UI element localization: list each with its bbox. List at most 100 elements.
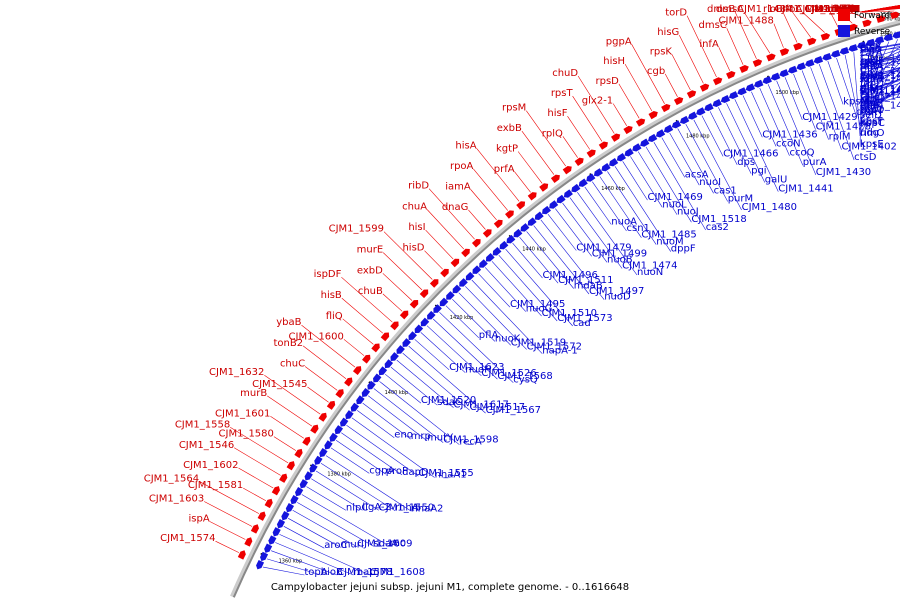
legend-forward-label: Forward bbox=[854, 11, 890, 21]
reverse-leader-line bbox=[301, 494, 390, 547]
scale-tick-label: 1360 kbp bbox=[279, 558, 303, 564]
reverse-leader-line bbox=[540, 219, 605, 300]
reverse-leader-line bbox=[637, 151, 678, 215]
reverse-gene-label: bioB bbox=[321, 567, 343, 578]
forward-gene-label: rpsT bbox=[551, 88, 574, 99]
reverse-gene-arrow bbox=[549, 200, 559, 209]
reverse-gene-label: eno bbox=[394, 430, 413, 441]
forward-gene-arrow bbox=[429, 279, 439, 288]
scale-tick-label: 1440 kbp bbox=[522, 247, 546, 253]
forward-gene-label: flgI bbox=[844, 4, 860, 15]
forward-leader-line bbox=[671, 54, 691, 91]
forward-gene-arrow bbox=[482, 229, 492, 238]
forward-gene-label: CJM1_1580 bbox=[219, 429, 274, 440]
forward-gene-arrow bbox=[699, 83, 710, 92]
reverse-leader-line bbox=[279, 534, 370, 576]
forward-leader-line bbox=[517, 151, 543, 184]
reverse-gene-arrow bbox=[671, 120, 682, 129]
reverse-leader-line bbox=[607, 171, 657, 245]
forward-gene-arrow bbox=[380, 332, 390, 342]
reverse-gene-arrow bbox=[609, 158, 619, 167]
forward-leader-line bbox=[264, 374, 321, 415]
forward-gene-label: ispA bbox=[189, 514, 210, 525]
forward-gene-label: CJM1_1483 bbox=[775, 4, 830, 15]
forward-leader-line bbox=[526, 110, 566, 167]
reverse-leader-line bbox=[630, 156, 663, 208]
forward-gene-label: CJM1_1632 bbox=[209, 367, 264, 378]
reverse-gene-label: CJM1_1449 bbox=[860, 100, 900, 111]
reverse-leader-line bbox=[859, 71, 900, 115]
forward-gene-label: CJM1_1546 bbox=[179, 440, 234, 451]
reverse-leader-line bbox=[859, 68, 900, 87]
forward-gene-label: cgb bbox=[647, 66, 665, 77]
reverse-gene-label: csn1 bbox=[627, 223, 650, 234]
reverse-gene-label: cadF bbox=[860, 56, 884, 67]
forward-leader-line bbox=[198, 481, 260, 514]
forward-gene-label: hisF bbox=[547, 108, 567, 119]
reverse-leader-line bbox=[533, 225, 590, 295]
forward-gene-arrow bbox=[550, 174, 560, 183]
forward-gene-label: CJM1_1413 bbox=[805, 4, 860, 15]
forward-leader-line bbox=[341, 276, 393, 323]
reverse-leader-line bbox=[614, 166, 672, 252]
forward-leader-line bbox=[209, 521, 246, 540]
forward-gene-arrow bbox=[493, 219, 503, 229]
forward-leader-line bbox=[424, 250, 443, 270]
forward-leader-line bbox=[577, 75, 615, 134]
legend-forward-swatch bbox=[838, 9, 850, 21]
forward-gene-arrow bbox=[440, 268, 449, 278]
reverse-gene-arrow bbox=[465, 271, 475, 281]
reverse-leader-line bbox=[818, 63, 855, 161]
forward-leader-line bbox=[618, 83, 640, 119]
reverse-gene-arrow bbox=[556, 194, 566, 204]
reverse-gene-label: cas1 bbox=[714, 185, 737, 196]
reverse-gene-label: kpsE bbox=[860, 139, 884, 150]
reverse-gene-label: fdhC bbox=[860, 98, 883, 109]
reverse-leader-line bbox=[266, 558, 321, 576]
reverse-gene-label: nuoA bbox=[611, 217, 637, 228]
reverse-gene-arrow bbox=[712, 99, 722, 108]
forward-gene-label: rplQ bbox=[542, 128, 563, 139]
forward-gene-label: rloA bbox=[782, 4, 802, 15]
reverse-gene-label: CJM1_1480 bbox=[742, 202, 797, 213]
forward-gene-arrow bbox=[409, 300, 419, 309]
reverse-gene-label: cccO bbox=[860, 104, 884, 115]
reverse-gene-label: CJM1_1573 bbox=[557, 313, 612, 324]
reverse-leader-line bbox=[512, 242, 543, 279]
reverse-leader-line bbox=[859, 43, 900, 53]
reverse-gene-label: recA bbox=[459, 437, 482, 448]
forward-gene-label: CJM1_1545 bbox=[252, 379, 307, 390]
reverse-gene-arrow bbox=[655, 129, 666, 138]
reverse-gene-arrow bbox=[256, 559, 265, 570]
reverse-gene-arrow bbox=[586, 173, 596, 182]
reverse-leader-line bbox=[859, 68, 900, 94]
reverse-gene-label: CJM1_1429 bbox=[802, 112, 857, 123]
reverse-gene-arrow bbox=[704, 103, 714, 112]
reverse-leader-line bbox=[311, 478, 363, 511]
reverse-leader-line bbox=[379, 381, 460, 445]
forward-leader-line bbox=[382, 273, 413, 301]
reverse-leader-line bbox=[368, 395, 428, 441]
forward-gene-arrow bbox=[779, 48, 790, 56]
reverse-gene-label: CJM1_1608 bbox=[370, 567, 425, 578]
forward-gene-label: rpsD bbox=[596, 76, 620, 87]
forward-gene-label: CJM1_1601 bbox=[215, 408, 270, 419]
forward-gene-label: hisH bbox=[603, 56, 625, 67]
reverse-gene-arrow bbox=[408, 331, 417, 340]
reverse-leader-line bbox=[859, 78, 900, 107]
reverse-gene-arrow bbox=[452, 284, 462, 294]
forward-gene-label: CJM1_1414 bbox=[805, 4, 860, 15]
genome-backbone bbox=[232, 23, 900, 598]
reverse-gene-label: CJM1_1428 bbox=[816, 122, 871, 133]
reverse-gene-arrow bbox=[459, 278, 468, 287]
forward-gene-arrow bbox=[419, 289, 429, 299]
reverse-leader-line bbox=[592, 181, 627, 232]
forward-gene-arrow bbox=[712, 77, 723, 86]
reverse-leader-line bbox=[836, 57, 857, 115]
reverse-leader-line bbox=[685, 123, 728, 202]
reverse-gene-arrow bbox=[857, 41, 867, 49]
reverse-gene-arrow bbox=[314, 455, 323, 465]
forward-gene-label: CJM1_1599 bbox=[329, 224, 384, 235]
reverse-gene-arrow bbox=[329, 432, 338, 442]
forward-gene-label: hsdR bbox=[815, 4, 840, 15]
